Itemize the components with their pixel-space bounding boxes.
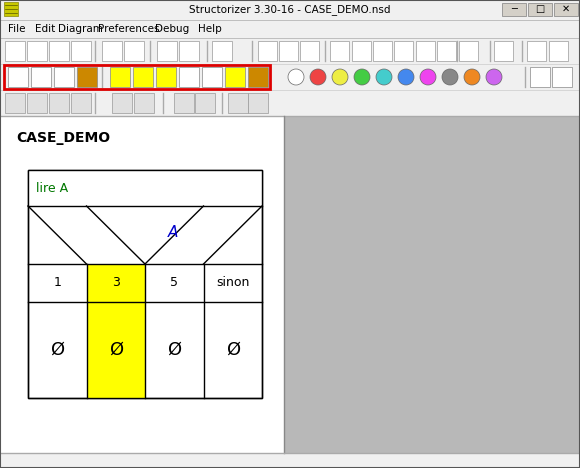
Text: 3: 3 — [112, 277, 119, 290]
Circle shape — [376, 69, 392, 85]
Text: Ø: Ø — [50, 341, 64, 359]
Bar — [28, 170, 262, 398]
Bar — [494, 41, 513, 61]
Bar — [416, 41, 435, 61]
Bar — [330, 41, 349, 61]
Circle shape — [288, 69, 304, 85]
Bar — [28, 170, 262, 398]
Bar — [28, 170, 262, 206]
Bar — [27, 41, 47, 61]
Text: Ø: Ø — [108, 341, 123, 359]
Text: lire A: lire A — [36, 182, 68, 195]
Bar — [352, 41, 371, 61]
Bar — [0, 20, 580, 38]
Bar — [174, 93, 194, 113]
Bar — [554, 3, 578, 16]
Bar — [8, 67, 28, 87]
Bar — [49, 41, 69, 61]
Circle shape — [464, 69, 480, 85]
Bar — [279, 41, 298, 61]
Bar — [110, 67, 130, 87]
Text: A: A — [168, 225, 178, 240]
Bar — [248, 93, 268, 113]
Bar — [437, 41, 456, 61]
Bar — [549, 41, 568, 61]
Bar — [77, 67, 97, 87]
Bar — [225, 67, 245, 87]
Bar — [31, 67, 51, 87]
Circle shape — [354, 69, 370, 85]
Bar — [530, 67, 550, 87]
Bar — [0, 453, 580, 468]
Bar — [71, 41, 91, 61]
Bar — [528, 3, 552, 16]
Bar — [179, 67, 199, 87]
Bar — [0, 0, 580, 20]
Text: Preferences: Preferences — [98, 24, 160, 34]
Bar — [502, 3, 526, 16]
Circle shape — [442, 69, 458, 85]
Text: Ø: Ø — [226, 341, 240, 359]
Text: Structorizer 3.30-16 - CASE_DEMO.nsd: Structorizer 3.30-16 - CASE_DEMO.nsd — [189, 5, 391, 15]
Bar — [49, 93, 69, 113]
Bar — [373, 41, 392, 61]
Text: 1: 1 — [53, 277, 61, 290]
Bar — [157, 41, 177, 61]
Bar — [284, 116, 580, 468]
Bar — [0, 90, 580, 116]
Bar — [156, 67, 176, 87]
Bar — [258, 41, 277, 61]
Text: Diagram: Diagram — [58, 24, 103, 34]
Bar — [228, 93, 248, 113]
Bar — [5, 93, 25, 113]
Bar — [0, 64, 580, 90]
Bar — [71, 93, 91, 113]
Text: Edit: Edit — [35, 24, 55, 34]
Text: Debug: Debug — [155, 24, 189, 34]
Bar — [4, 65, 270, 89]
Text: □: □ — [535, 4, 545, 14]
Text: File: File — [8, 24, 26, 34]
Bar — [133, 67, 153, 87]
Bar — [394, 41, 413, 61]
Text: sinon: sinon — [216, 277, 249, 290]
Bar — [54, 67, 74, 87]
Bar — [248, 67, 268, 87]
Circle shape — [310, 69, 326, 85]
Bar — [102, 41, 122, 61]
Circle shape — [398, 69, 414, 85]
Bar — [552, 67, 572, 87]
Bar — [212, 41, 232, 61]
Bar — [202, 67, 222, 87]
Text: Help: Help — [198, 24, 222, 34]
Text: Ø: Ø — [167, 341, 182, 359]
Bar — [86, 264, 145, 398]
Text: 5: 5 — [171, 277, 178, 290]
Circle shape — [332, 69, 348, 85]
Circle shape — [486, 69, 502, 85]
Bar — [124, 41, 144, 61]
Bar — [134, 93, 154, 113]
Bar — [179, 41, 199, 61]
Bar — [112, 93, 132, 113]
Bar — [300, 41, 319, 61]
Bar — [4, 2, 18, 16]
Bar — [459, 41, 478, 61]
Bar — [527, 41, 546, 61]
Bar — [27, 93, 47, 113]
Text: ─: ─ — [511, 4, 517, 14]
Text: CASE_DEMO: CASE_DEMO — [16, 131, 110, 145]
Bar — [0, 38, 580, 64]
Circle shape — [420, 69, 436, 85]
Text: ✕: ✕ — [562, 4, 570, 14]
Bar — [5, 41, 25, 61]
Bar — [0, 116, 284, 468]
Bar — [195, 93, 215, 113]
